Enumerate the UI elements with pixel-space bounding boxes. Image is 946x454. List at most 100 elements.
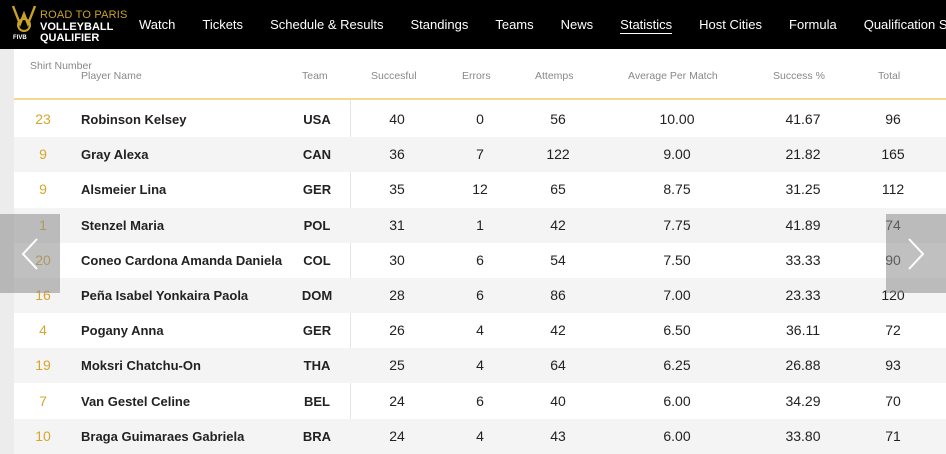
successful-cell: 25 — [389, 357, 405, 374]
table-row[interactable]: 9 Gray Alexa CAN 36 7 122 9.00 21.82 165 — [14, 137, 946, 173]
nav-item-host-cities[interactable]: Host Cities — [699, 17, 763, 32]
chevron-right-icon — [908, 237, 925, 270]
nav-item-standings[interactable]: Standings — [410, 17, 469, 32]
errors-cell: 4 — [476, 427, 484, 444]
logo-line-3: QUALIFIER — [40, 32, 100, 44]
header-team[interactable]: Team — [302, 70, 328, 82]
total-cell: 112 — [881, 181, 905, 198]
successful-cell: 24 — [389, 427, 405, 444]
nav-item-teams[interactable]: Teams — [495, 17, 534, 32]
header-success-percent[interactable]: Success % — [773, 70, 825, 82]
vnl-emblem-icon — [11, 5, 37, 32]
table-row[interactable]: 9 Alsmeier Lina GER 35 12 65 8.75 31.25 112 — [14, 172, 946, 207]
successful-cell: 35 — [389, 181, 405, 198]
column-divider — [350, 100, 351, 451]
errors-cell: 6 — [476, 287, 484, 303]
success-pct-cell: 33.33 — [785, 251, 821, 268]
shirt-number-cell: 7 — [39, 392, 47, 409]
attempts-cell: 42 — [550, 216, 566, 233]
attempts-cell: 54 — [550, 251, 566, 268]
table-header: Shirt Number Player Name Team Succesful … — [14, 49, 946, 100]
player-name-cell: Van Gestel Celine — [81, 393, 191, 409]
chevron-left-icon — [21, 237, 38, 270]
total-cell: 96 — [885, 111, 901, 127]
table-row[interactable]: 16 Peña Isabel Yonkaira Paola DOM 28 6 86 7.00… — [14, 278, 946, 313]
header-attempts[interactable]: Attemps — [535, 70, 574, 82]
logo-line-2: VOLLEYBALL — [40, 21, 114, 33]
top-navigation-bar: FIVB ROAD TO PARIS VOLLEYBALL QUALIFIER … — [0, 0, 946, 49]
errors-cell: 4 — [476, 357, 484, 374]
table-row[interactable]: 23 Robinson Kelsey USA 40 0 56 10.00 41.67 96 — [14, 102, 946, 137]
shirt-number-cell: 4 — [39, 322, 47, 339]
table-row[interactable]: 4 Pogany Anna GER 26 4 42 6.50 36.11 72 — [14, 313, 946, 348]
nav-item-tickets[interactable]: Tickets — [202, 17, 244, 32]
table-row[interactable]: 7 Van Gestel Celine BEL 24 6 40 6.00 34.29 70 — [14, 384, 946, 419]
shirt-number-cell: 9 — [39, 181, 47, 198]
success-pct-cell: 41.89 — [785, 216, 821, 233]
player-name-cell: Pogany Anna — [81, 323, 164, 339]
avg-cell: 7.00 — [663, 287, 691, 303]
total-cell: 72 — [885, 322, 901, 339]
team-cell: USA — [303, 112, 331, 127]
errors-cell: 1 — [476, 216, 484, 233]
nav-item-watch[interactable]: Watch — [139, 17, 176, 32]
table-row[interactable]: 19 Moksri Chatchu-On THA 25 4 64 6.25 26.88 93 — [14, 348, 946, 384]
success-pct-cell: 23.33 — [785, 287, 821, 303]
team-cell: DOM — [301, 288, 333, 303]
header-errors[interactable]: Errors — [462, 70, 491, 82]
avg-cell: 6.25 — [663, 357, 691, 374]
nav-item-statistics[interactable]: Statistics — [620, 0, 673, 49]
successful-cell: 36 — [389, 146, 405, 163]
player-name-cell: Braga Guimaraes Gabriela — [81, 428, 245, 444]
success-pct-cell: 41.67 — [785, 111, 821, 127]
table-row[interactable]: 10 Braga Guimaraes Gabriela BRA 24 4 43 6.00 33… — [14, 418, 946, 454]
main-menu: Watch Tickets Schedule & Results Standin… — [139, 0, 946, 49]
successful-cell: 31 — [389, 216, 405, 233]
attempts-cell: 56 — [550, 111, 566, 127]
team-cell: BRA — [302, 428, 332, 444]
player-name-cell: Moksri Chatchu-On — [81, 358, 201, 374]
statistics-table: Shirt Number Player Name Team Succesful … — [14, 49, 946, 454]
successful-cell: 26 — [389, 322, 405, 339]
avg-cell: 7.75 — [663, 216, 691, 233]
header-player-name[interactable]: Player Name — [81, 70, 142, 82]
road-to-paris-logo[interactable]: FIVB ROAD TO PARIS VOLLEYBALL QUALIFIER — [10, 4, 130, 45]
header-shirt-number[interactable]: Shirt Number — [30, 60, 92, 72]
fivb-badge: FIVB — [13, 35, 27, 41]
success-pct-cell: 33.80 — [785, 427, 821, 444]
total-cell: 71 — [885, 427, 901, 444]
nav-item-schedule-results[interactable]: Schedule & Results — [270, 17, 384, 32]
shirt-number-cell: 10 — [35, 427, 51, 444]
header-average-per-match[interactable]: Average Per Match — [628, 70, 718, 82]
nav-item-news[interactable]: News — [560, 17, 594, 32]
header-successful[interactable]: Succesful — [371, 70, 417, 82]
team-cell: COL — [303, 252, 331, 268]
header-total[interactable]: Total — [878, 70, 901, 82]
success-pct-cell: 34.29 — [785, 392, 821, 409]
avg-cell: 6.00 — [663, 427, 691, 444]
nav-item-formula[interactable]: Formula — [789, 17, 837, 32]
team-cell: GER — [302, 323, 332, 339]
errors-cell: 12 — [472, 181, 488, 198]
shirt-number-cell: 9 — [39, 146, 47, 163]
avg-cell: 6.00 — [663, 392, 691, 409]
attempts-cell: 86 — [550, 287, 566, 303]
attempts-cell: 42 — [550, 322, 566, 339]
logo-line-1: ROAD TO PARIS — [40, 9, 128, 21]
attempts-cell: 122 — [546, 146, 570, 163]
carousel-next-button[interactable] — [886, 214, 946, 293]
player-name-cell: Gray Alexa — [81, 147, 149, 163]
player-name-cell: Stenzel Maria — [81, 217, 165, 233]
carousel-prev-button[interactable] — [0, 214, 60, 293]
avg-cell: 6.50 — [663, 322, 691, 339]
shirt-number-cell: 23 — [35, 111, 51, 127]
avg-cell: 7.50 — [663, 251, 691, 268]
errors-cell: 7 — [476, 146, 484, 163]
nav-item-qualification[interactable]: Qualification S — [863, 17, 946, 32]
team-cell: THA — [303, 358, 331, 374]
table-row[interactable]: 20Coneo Cardona Amanda DanielaCOL306547.… — [14, 243, 946, 278]
team-cell: BEL — [304, 393, 330, 409]
team-cell: CAN — [302, 147, 332, 163]
success-pct-cell: 31.25 — [785, 181, 821, 198]
